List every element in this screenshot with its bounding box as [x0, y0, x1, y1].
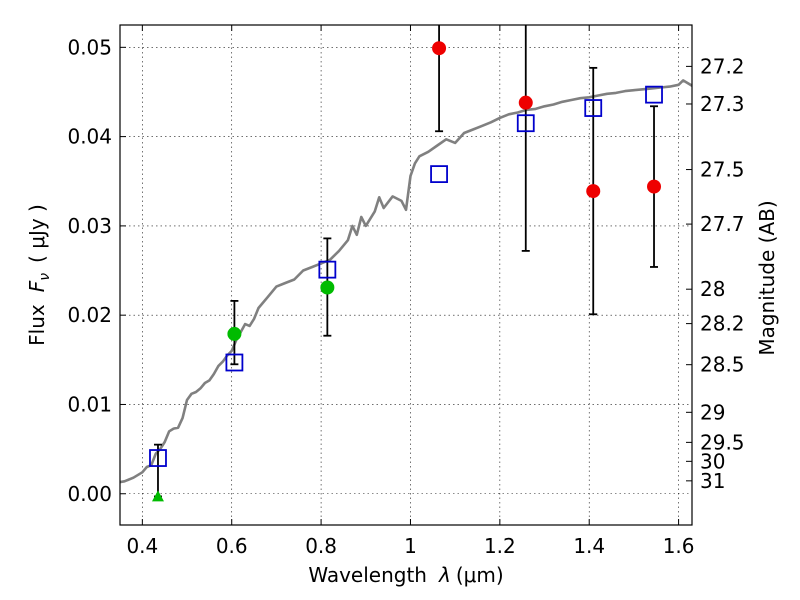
y-tick-label: 0.00: [67, 482, 112, 506]
model-photometry-square: [149, 449, 167, 467]
axis-ticks: 0.4 0.6 0.8 1 1.2 1.4 1.6 0.00 0.01 0.02 0.03 0.04 0…: [67, 25, 745, 558]
x-tick-label: 1: [404, 534, 417, 558]
model-photometry-square: [645, 85, 663, 104]
model-photometry-square: [430, 165, 448, 184]
green-detection-point: [227, 326, 242, 341]
red-detection-point: [518, 95, 533, 110]
x-tick-label: 0.4: [126, 534, 158, 558]
magnitude-tick-label: 27.2: [700, 54, 745, 78]
magnitude-tick-label: 27.3: [700, 92, 745, 116]
x-tick-label: 0.8: [305, 534, 337, 558]
y-axis-title: FluxFν( μJy ): [25, 204, 53, 346]
error-bars: [153, 25, 659, 498]
green-upper-limit-triangle: [151, 490, 164, 502]
magnitude-tick-label: 29.5: [700, 430, 745, 454]
red-detection-point: [647, 179, 662, 194]
x-tick-label: 1.6: [663, 534, 695, 558]
magnitude-tick-label: 30: [700, 449, 725, 473]
y-tick-label: 0.03: [67, 214, 112, 238]
magnitude-tick-label: 31: [700, 469, 725, 493]
magnitude-tick-label: 27.5: [700, 158, 745, 182]
green-detection-point: [320, 280, 335, 295]
y-tick-label: 0.04: [67, 125, 112, 149]
data-markers: [149, 41, 663, 502]
red-detection-point: [586, 184, 601, 199]
magnitude-tick-label: 28.2: [700, 312, 745, 336]
plot-frame: [119, 24, 693, 526]
model-spectrum-line: [120, 79, 692, 484]
model-photometry-square: [516, 114, 535, 133]
model-photometry-square: [318, 260, 337, 279]
magnitude-tick-label: 28: [700, 277, 725, 301]
magnitude-tick-label: 29: [700, 400, 725, 424]
grid-lines: [120, 25, 692, 525]
model-photometry-square: [584, 99, 603, 117]
y-tick-label: 0.05: [67, 35, 112, 59]
red-detection-point: [432, 41, 447, 56]
x-tick-label: 0.6: [216, 534, 248, 558]
y-tick-label: 0.02: [67, 303, 112, 327]
x-tick-label: 1.2: [484, 534, 516, 558]
y-tick-label: 0.01: [67, 392, 112, 416]
model-photometry-square: [225, 353, 244, 372]
x-tick-label: 1.4: [573, 534, 605, 558]
magnitude-tick-label: 28.5: [700, 353, 745, 377]
x-axis-title: Wavelength λ (μm): [308, 563, 503, 587]
model-spectrum: [120, 79, 692, 484]
magnitude-tick-label: 27.7: [700, 212, 745, 236]
right-axis-title: Magnitude (AB): [755, 200, 779, 355]
